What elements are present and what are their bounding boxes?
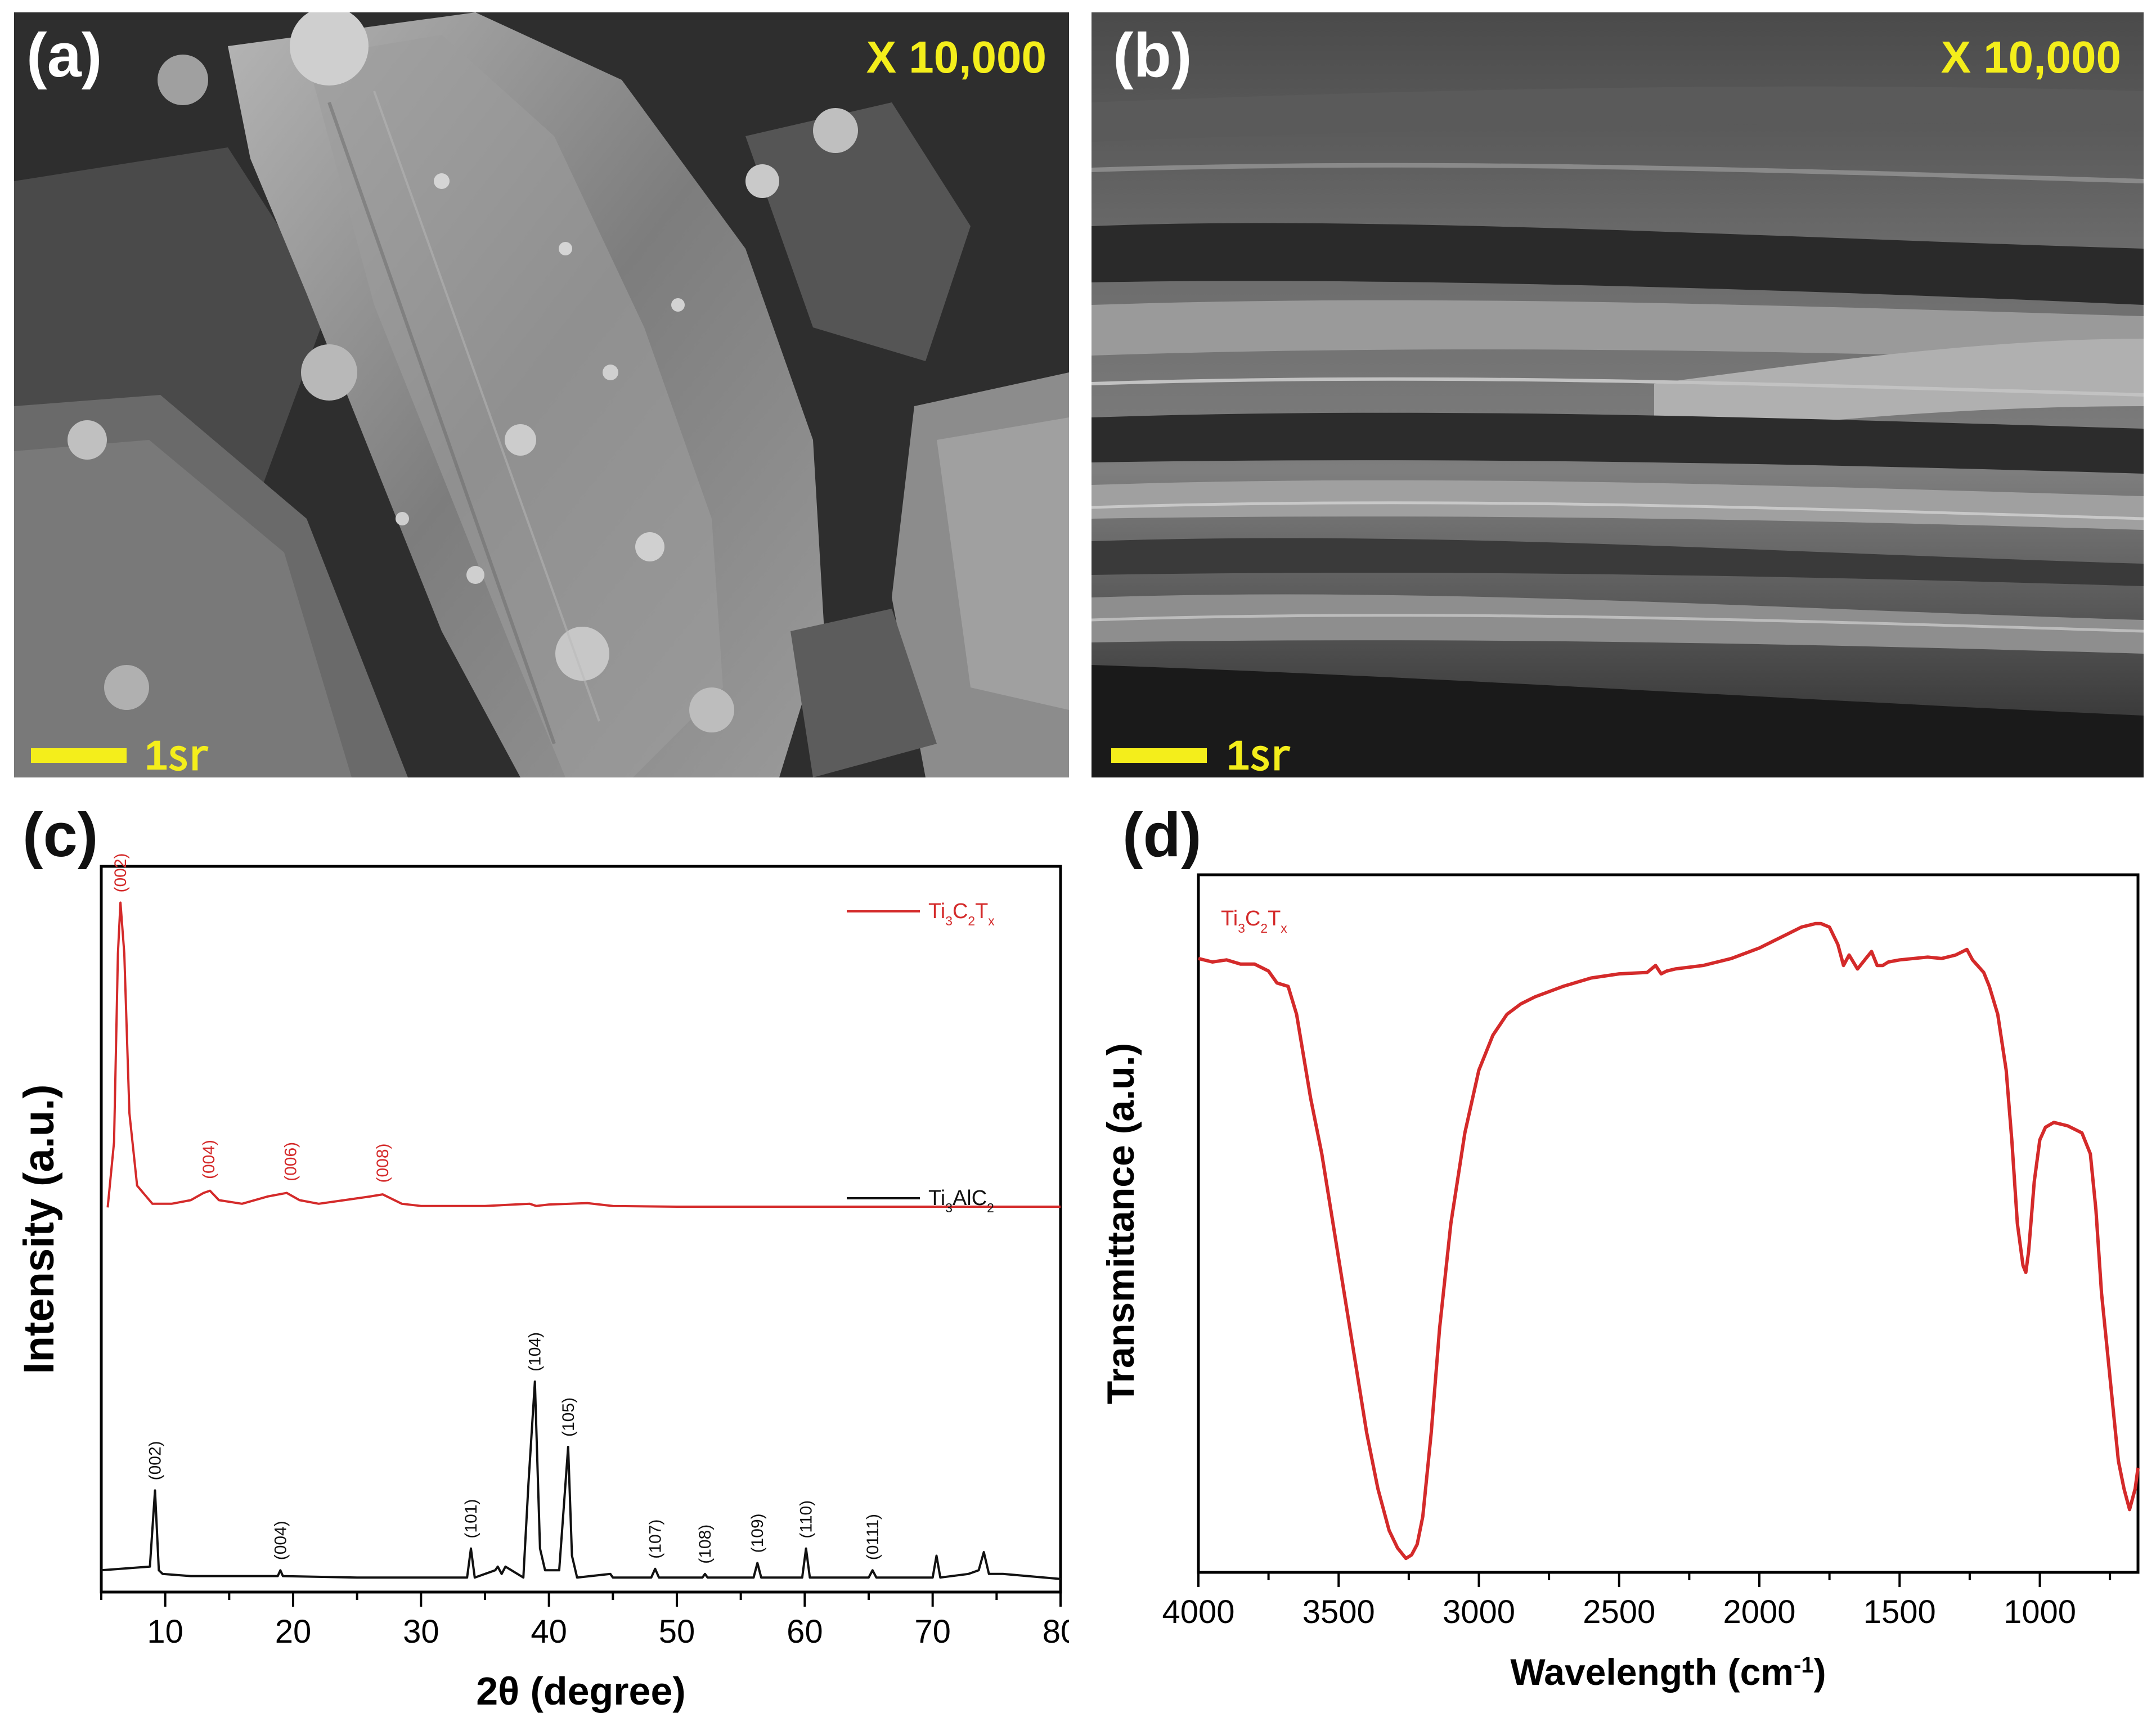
sem-texture-a (14, 12, 1069, 777)
panel-label-d: (d) (1122, 801, 1202, 870)
x-tick-label: 3500 (1302, 1594, 1375, 1630)
peak-label: (109) (748, 1513, 767, 1553)
scale-bar-b (1111, 748, 1207, 763)
x-tick-label: 70 (914, 1613, 951, 1650)
peak-label: (006) (281, 1142, 300, 1181)
x-tick-label: 1500 (1863, 1594, 1936, 1630)
peak-label: (008) (374, 1143, 392, 1183)
peak-label: (004) (200, 1140, 218, 1179)
legend-label-ti3alc2: Ti3AlC2 (928, 1186, 994, 1215)
x-tick-label: 2500 (1583, 1594, 1655, 1630)
x-tick-label: 4000 (1162, 1594, 1234, 1630)
x-tick-label: 60 (787, 1613, 823, 1650)
peak-label: (002) (111, 853, 130, 892)
peak-label: (002) (146, 1441, 164, 1480)
y-axis-label: Transmittance (a.u.) (1099, 1043, 1142, 1404)
series-line-ti3c2tx (106, 901, 1061, 1208)
scale-label-a: 1㏛ (145, 732, 210, 777)
panel-label-b: (b) (1113, 21, 1192, 90)
magnification-a: X 10,000 (866, 32, 1046, 82)
peak-label: (107) (646, 1519, 664, 1559)
y-axis-label: Intensity (a.u.) (15, 1084, 63, 1374)
x-tick-label: 10 (147, 1613, 183, 1650)
legend-label-ti3c2tx: Ti3C2Tx (1221, 907, 1287, 936)
x-tick-label: 2000 (1723, 1594, 1795, 1630)
x-axis-label: Wavelength (cm-1) (1510, 1651, 1826, 1693)
series-line-ti3c2tx (1198, 921, 2140, 1561)
series-line-ti3alc2 (101, 1380, 1061, 1580)
ftir-chart: 4000 3500 3000 2500 2000 1500 1000 Wavelength (… (1099, 873, 2140, 1693)
peak-label: (110) (797, 1500, 816, 1539)
x-tick-label: 50 (659, 1613, 695, 1650)
panel-label-c: (c) (23, 801, 98, 870)
legend-label-ti3c2tx: Ti3C2Tx (928, 900, 995, 928)
x-axis-label: 2θ (degree) (476, 1669, 685, 1713)
scale-bar-a (31, 748, 127, 763)
sem-image-a: (a) X 10,000 1㏛ (14, 12, 1069, 777)
plot-frame (100, 865, 1062, 1594)
peak-label: (105) (559, 1397, 578, 1437)
sem-image-b: (b) X 10,000 1㏛ (1092, 12, 2144, 777)
peak-label: (0111) (864, 1514, 882, 1560)
magnification-b: X 10,000 (1941, 32, 2121, 82)
peak-label: (101) (462, 1499, 480, 1539)
xrd-chart: 10 20 30 40 50 60 70 80 2θ (degree) Intensity (a.… (15, 853, 1069, 1713)
plot-frame (1197, 873, 2140, 1574)
scale-label-b: 1㏛ (1227, 732, 1292, 777)
x-tick-label: 1000 (2004, 1594, 2076, 1630)
peak-label: (004) (271, 1521, 290, 1560)
panel-label-a: (a) (26, 21, 102, 90)
x-tick-label: 3000 (1443, 1594, 1515, 1630)
x-tick-label: 80 (1043, 1613, 1069, 1650)
sem-texture-b (1092, 12, 2144, 777)
peak-label: (108) (696, 1525, 715, 1564)
peak-label: (104) (526, 1332, 545, 1372)
x-tick-label: 20 (275, 1613, 312, 1650)
x-tick-label: 40 (531, 1613, 567, 1650)
x-tick-label: 30 (403, 1613, 439, 1650)
